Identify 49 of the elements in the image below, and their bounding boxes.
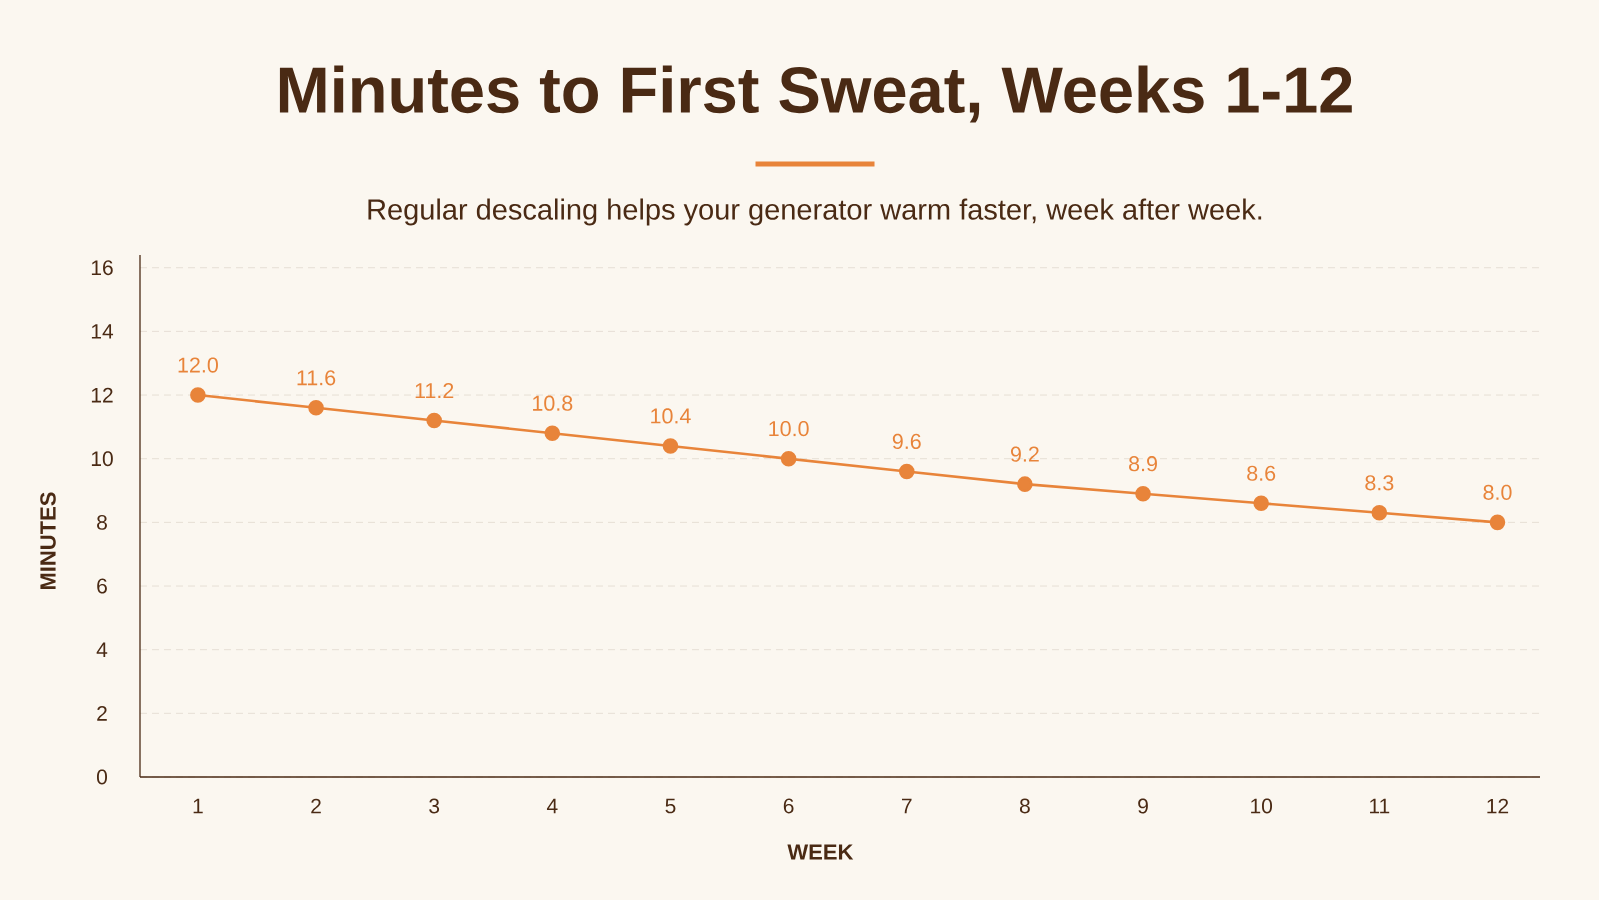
x-tick-label: 5 (665, 798, 676, 814)
x-tick-label: 8 (1019, 798, 1030, 814)
y-tick-label: 14 (91, 324, 114, 339)
y-axis-title: MINUTES (40, 492, 56, 590)
point (1135, 485, 1151, 502)
data-label: 12.0 (178, 357, 218, 373)
x-tick-label: 1 (193, 798, 203, 814)
y-tick-label: 8 (97, 514, 107, 530)
data-label: 9.2 (1010, 446, 1039, 462)
point (780, 450, 797, 467)
data-label: 8.6 (1247, 465, 1276, 481)
data-label: 10.8 (533, 395, 573, 411)
data-label: 8.9 (1129, 456, 1157, 472)
point (544, 425, 561, 442)
data-label: 11.6 (297, 370, 336, 386)
chart-subtitle: Regular descaling helps your generator warm faster, week after week. (368, 198, 1262, 226)
x-tick-label: 11 (1370, 798, 1390, 814)
x-tick-label: 3 (429, 798, 440, 814)
y-tick-label: 6 (97, 578, 107, 594)
point (426, 412, 442, 429)
data-label: 9.6 (892, 433, 921, 450)
point (662, 438, 679, 454)
x-tick-label: 2 (311, 798, 321, 814)
point (190, 387, 206, 403)
data-label: 8.3 (1365, 475, 1394, 491)
point (308, 399, 324, 416)
data-label: 10.4 (651, 408, 691, 424)
point (1489, 514, 1506, 531)
y-tick-label: 16 (91, 260, 113, 276)
y-tick-label: 12 (91, 387, 113, 403)
x-tick-label: 10 (1251, 798, 1273, 814)
y-tick-label: 2 (97, 706, 107, 721)
data-label: 10.0 (769, 421, 809, 437)
chart-title: Minutes to First Sweat, Weeks 1-12 (279, 65, 1352, 123)
data-label: 8.0 (1483, 484, 1512, 500)
point (1371, 505, 1388, 521)
point (898, 463, 915, 480)
point (1253, 495, 1269, 512)
point (1017, 476, 1033, 492)
y-tick-label: 10 (91, 451, 113, 467)
y-tick-label: 0 (96, 769, 108, 785)
data-label: 11.2 (415, 383, 454, 399)
x-tick-label: 9 (1138, 798, 1148, 814)
x-tick-label: 6 (783, 798, 794, 814)
x-tick-label: 4 (546, 798, 558, 814)
x-axis-title: WEEK (787, 844, 854, 860)
x-tick-label: 7 (901, 798, 912, 814)
x-tick-label: 12 (1487, 798, 1509, 814)
y-tick-label: 4 (96, 642, 108, 657)
